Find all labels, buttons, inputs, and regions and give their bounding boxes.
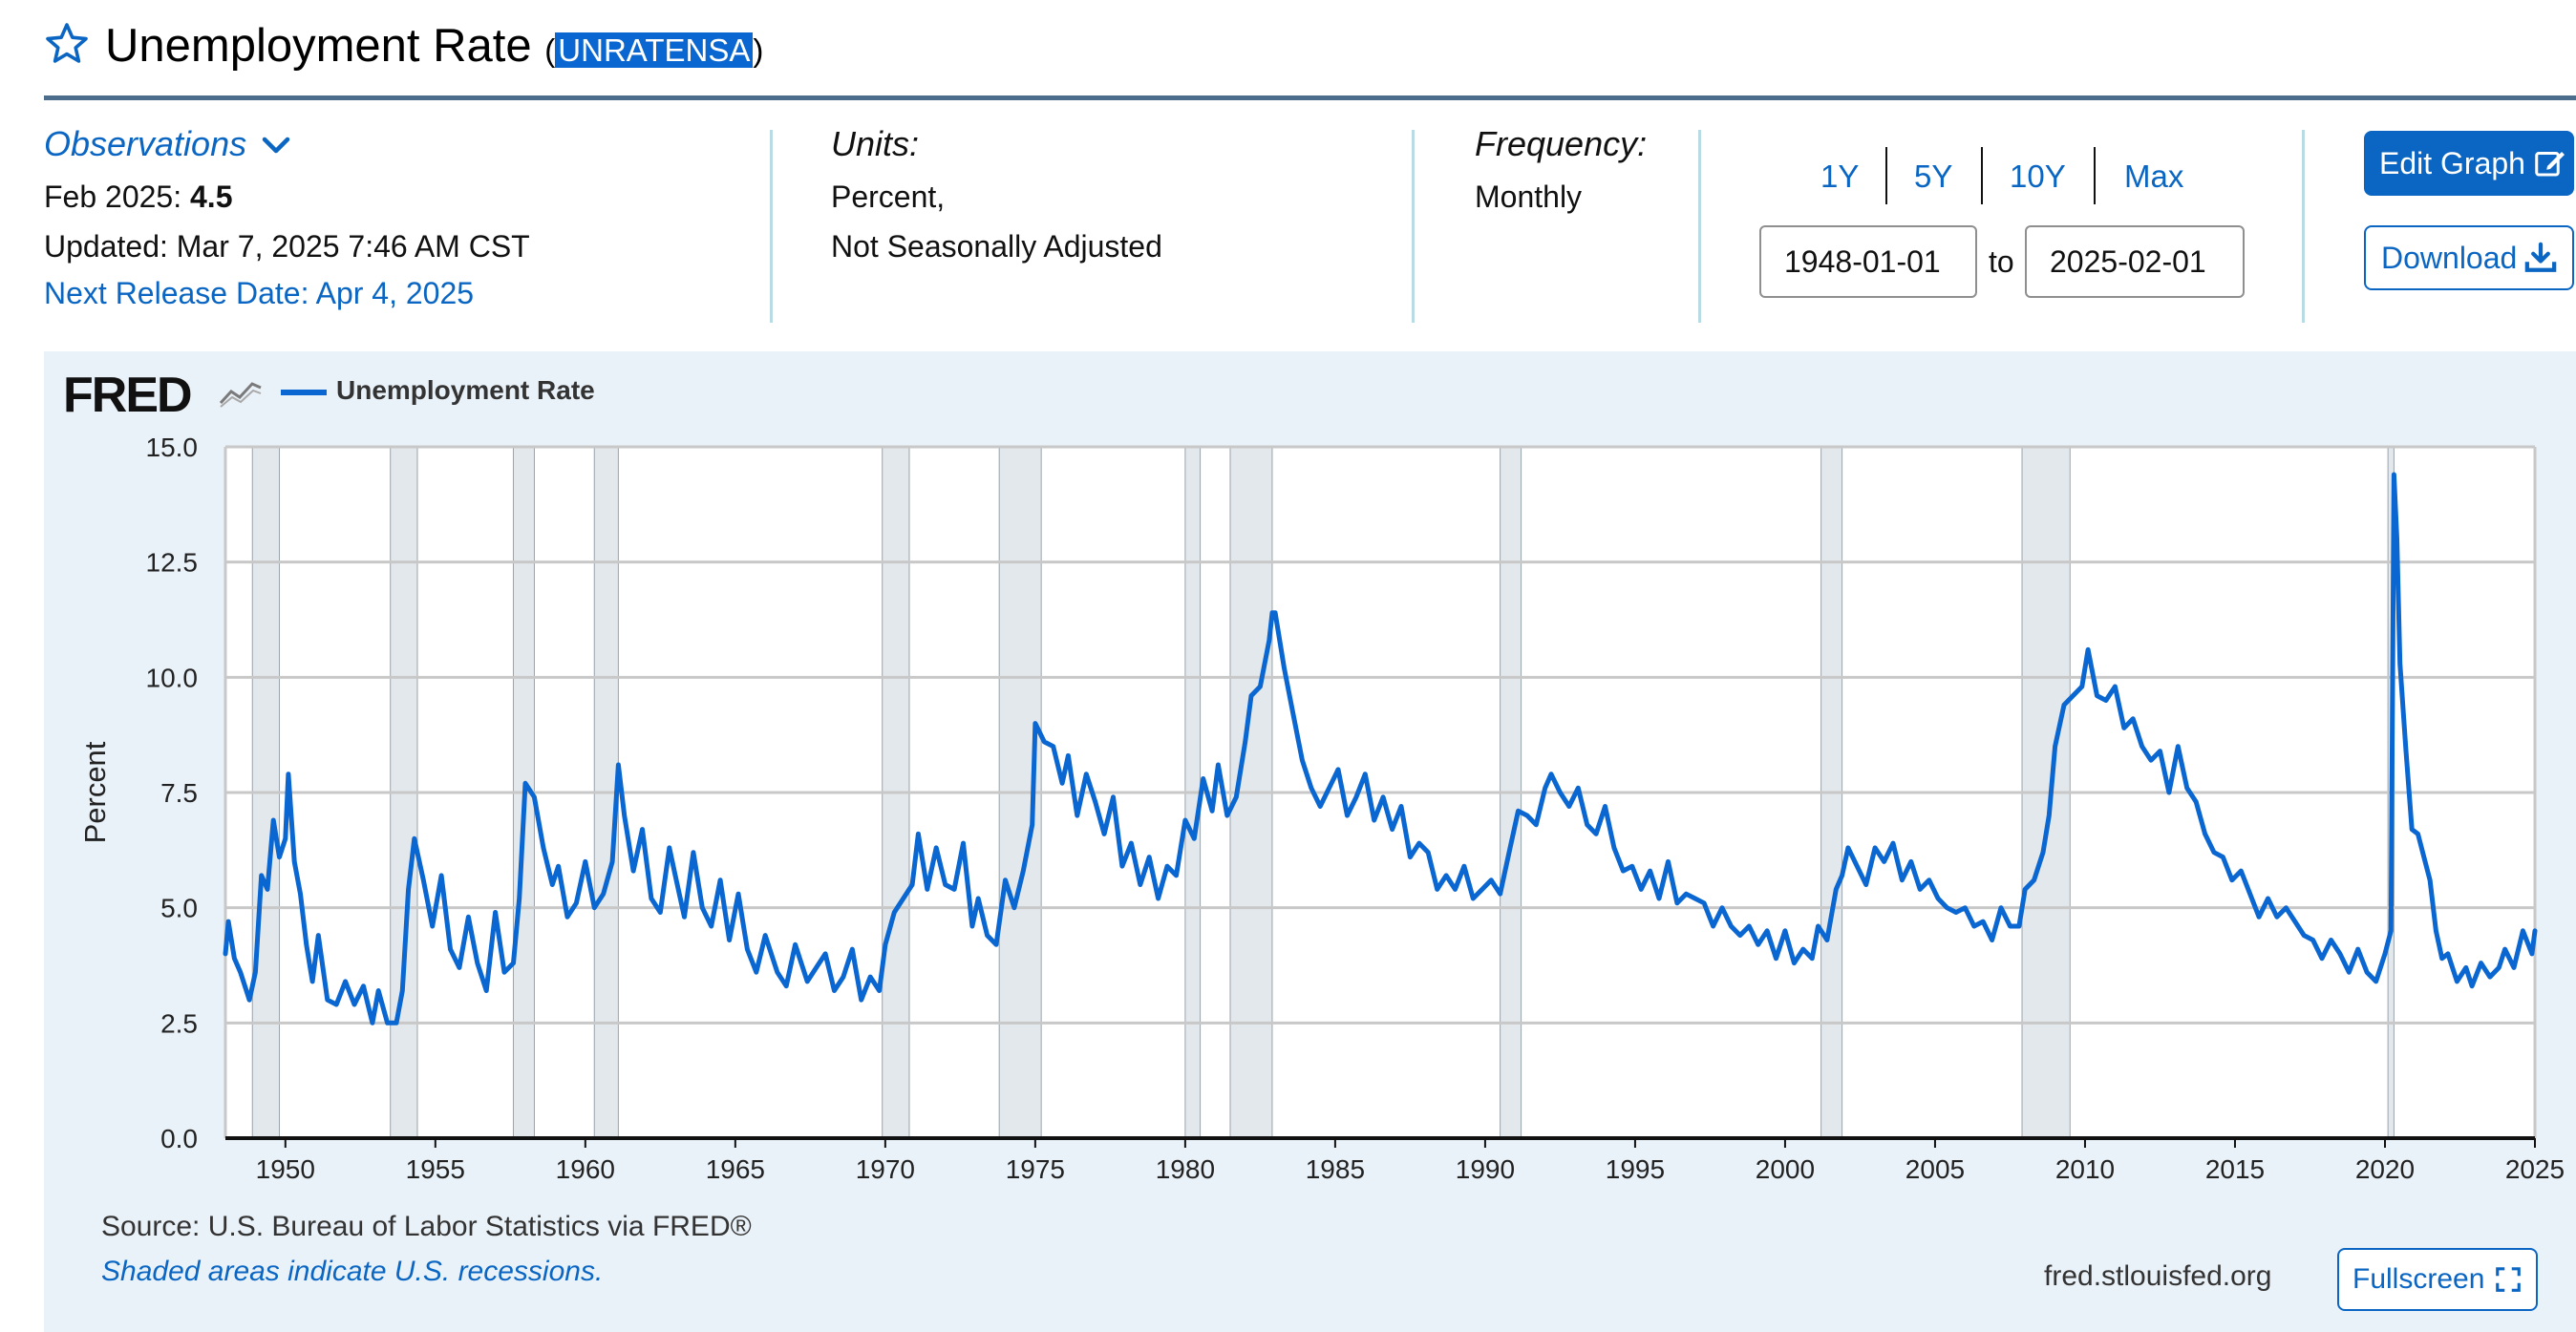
y-tick-label: 12.5	[146, 548, 199, 578]
y-tick-label: 5.0	[160, 894, 198, 923]
x-tick-label: 1980	[1156, 1154, 1215, 1184]
chevron-down-icon	[262, 137, 290, 154]
latest-observation-label: Feb 2025:	[44, 180, 182, 214]
x-tick-label: 1975	[1006, 1154, 1065, 1184]
start-date-input[interactable]	[1759, 225, 1977, 298]
fred-logo: FRED	[63, 368, 193, 423]
y-tick-label: 2.5	[160, 1008, 198, 1038]
edit-graph-button[interactable]: Edit Graph	[2364, 131, 2574, 196]
site-url: fred.stlouisfed.org	[2044, 1260, 2272, 1292]
x-tick-label: 1990	[1456, 1154, 1515, 1184]
units-value-line2: Not Seasonally Adjusted	[831, 229, 1162, 264]
y-tick-label: 0.0	[160, 1124, 198, 1153]
source-note: Source: U.S. Bureau of Labor Statistics …	[101, 1211, 752, 1242]
x-tick-label: 2000	[1756, 1154, 1815, 1184]
range-button-10y[interactable]: 10Y	[2010, 159, 2066, 194]
recession-note: Shaded areas indicate U.S. recessions.	[101, 1256, 604, 1287]
download-label: Download	[2381, 240, 2518, 275]
units-label: Units:	[831, 124, 920, 163]
end-date-input[interactable]	[2025, 225, 2245, 298]
y-axis-label: Percent	[78, 741, 112, 843]
column-divider	[2302, 130, 2305, 323]
page-title: Unemployment Rate (UNRATENSA)	[105, 20, 764, 72]
x-tick-label: 1960	[556, 1154, 615, 1184]
fullscreen-label: Fullscreen	[2352, 1263, 2485, 1295]
x-tick-label: 2010	[2055, 1154, 2115, 1184]
x-tick-label: 1985	[1306, 1154, 1365, 1184]
x-tick-label: 1995	[1606, 1154, 1665, 1184]
observations-dropdown[interactable]: Observations	[44, 124, 290, 164]
observations-label: Observations	[44, 124, 247, 163]
x-tick-label: 1950	[256, 1154, 315, 1184]
column-divider	[1412, 130, 1415, 323]
chart-logo-icon	[218, 374, 264, 409]
column-divider	[1698, 130, 1701, 323]
x-tick-label: 1955	[406, 1154, 465, 1184]
edit-icon	[2535, 152, 2565, 177]
fullscreen-button[interactable]: Fullscreen	[2337, 1248, 2538, 1311]
range-button-5y[interactable]: 5Y	[1914, 159, 1953, 194]
latest-observation: Feb 2025: 4.5	[44, 180, 232, 215]
x-tick-label: 2015	[2205, 1154, 2265, 1184]
frequency-label: Frequency:	[1475, 124, 1648, 163]
x-tick-label: 2005	[1905, 1154, 1965, 1184]
edit-graph-label: Edit Graph	[2379, 145, 2525, 180]
y-tick-label: 7.5	[160, 778, 198, 808]
x-tick-label: 1965	[706, 1154, 765, 1184]
x-tick-label: 1970	[856, 1154, 915, 1184]
latest-observation-value: 4.5	[190, 180, 233, 214]
star-outline-icon[interactable]	[44, 21, 90, 67]
title-divider	[44, 95, 2576, 100]
series-line-unemployment-rate	[223, 472, 2538, 1025]
download-button[interactable]: Download	[2364, 225, 2574, 290]
range-button-1y[interactable]: 1Y	[1820, 159, 1860, 194]
download-icon	[2525, 242, 2557, 272]
range-button-max[interactable]: Max	[2124, 159, 2184, 194]
date-range-to-label: to	[1989, 244, 2014, 279]
fullscreen-icon	[2496, 1267, 2522, 1292]
legend-label: Unemployment Rate	[336, 375, 595, 405]
units-value-line1: Percent,	[831, 180, 946, 214]
series-title: Unemployment Rate	[105, 20, 532, 72]
y-tick-label: 10.0	[146, 663, 199, 692]
y-tick-label: 15.0	[146, 433, 199, 462]
x-tick-label: 2020	[2355, 1154, 2415, 1184]
frequency-value: Monthly	[1475, 180, 1583, 214]
x-tick-label: 2025	[2505, 1154, 2565, 1184]
next-release-link[interactable]: Next Release Date: Apr 4, 2025	[44, 276, 475, 310]
updated-timestamp: Updated: Mar 7, 2025 7:46 AM CST	[44, 229, 530, 264]
column-divider	[770, 130, 773, 323]
legend-swatch	[281, 390, 327, 395]
series-id[interactable]: UNRATENSA	[555, 32, 754, 68]
